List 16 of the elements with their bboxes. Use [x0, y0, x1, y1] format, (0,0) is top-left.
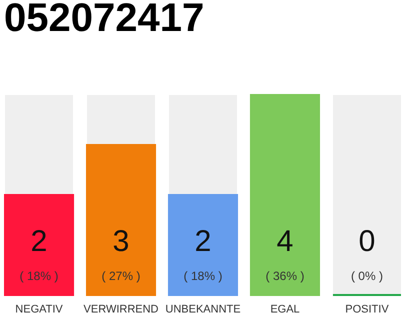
data-label: 4	[276, 225, 294, 258]
annotation: ( 18% )	[20, 269, 58, 283]
data-label: 2	[30, 225, 48, 258]
annotation: ( 0% )	[350, 269, 383, 283]
annotation: ( 27% )	[102, 269, 140, 283]
x-tick-label: UNBEKANNTE	[165, 304, 241, 316]
x-tick-label: POSITIV	[345, 304, 390, 316]
annotation: ( 18% )	[184, 269, 222, 283]
data-label: 3	[112, 225, 130, 258]
data-label: 2	[194, 225, 212, 258]
chart-title: 052072417	[4, 0, 204, 40]
x-tick-label: NEGATIV	[15, 304, 64, 316]
x-tick-label: EGAL	[270, 304, 300, 316]
x-tick-label: VERWIRREND	[84, 304, 159, 316]
annotation: ( 36% )	[266, 269, 304, 283]
data-label: 0	[358, 225, 376, 258]
